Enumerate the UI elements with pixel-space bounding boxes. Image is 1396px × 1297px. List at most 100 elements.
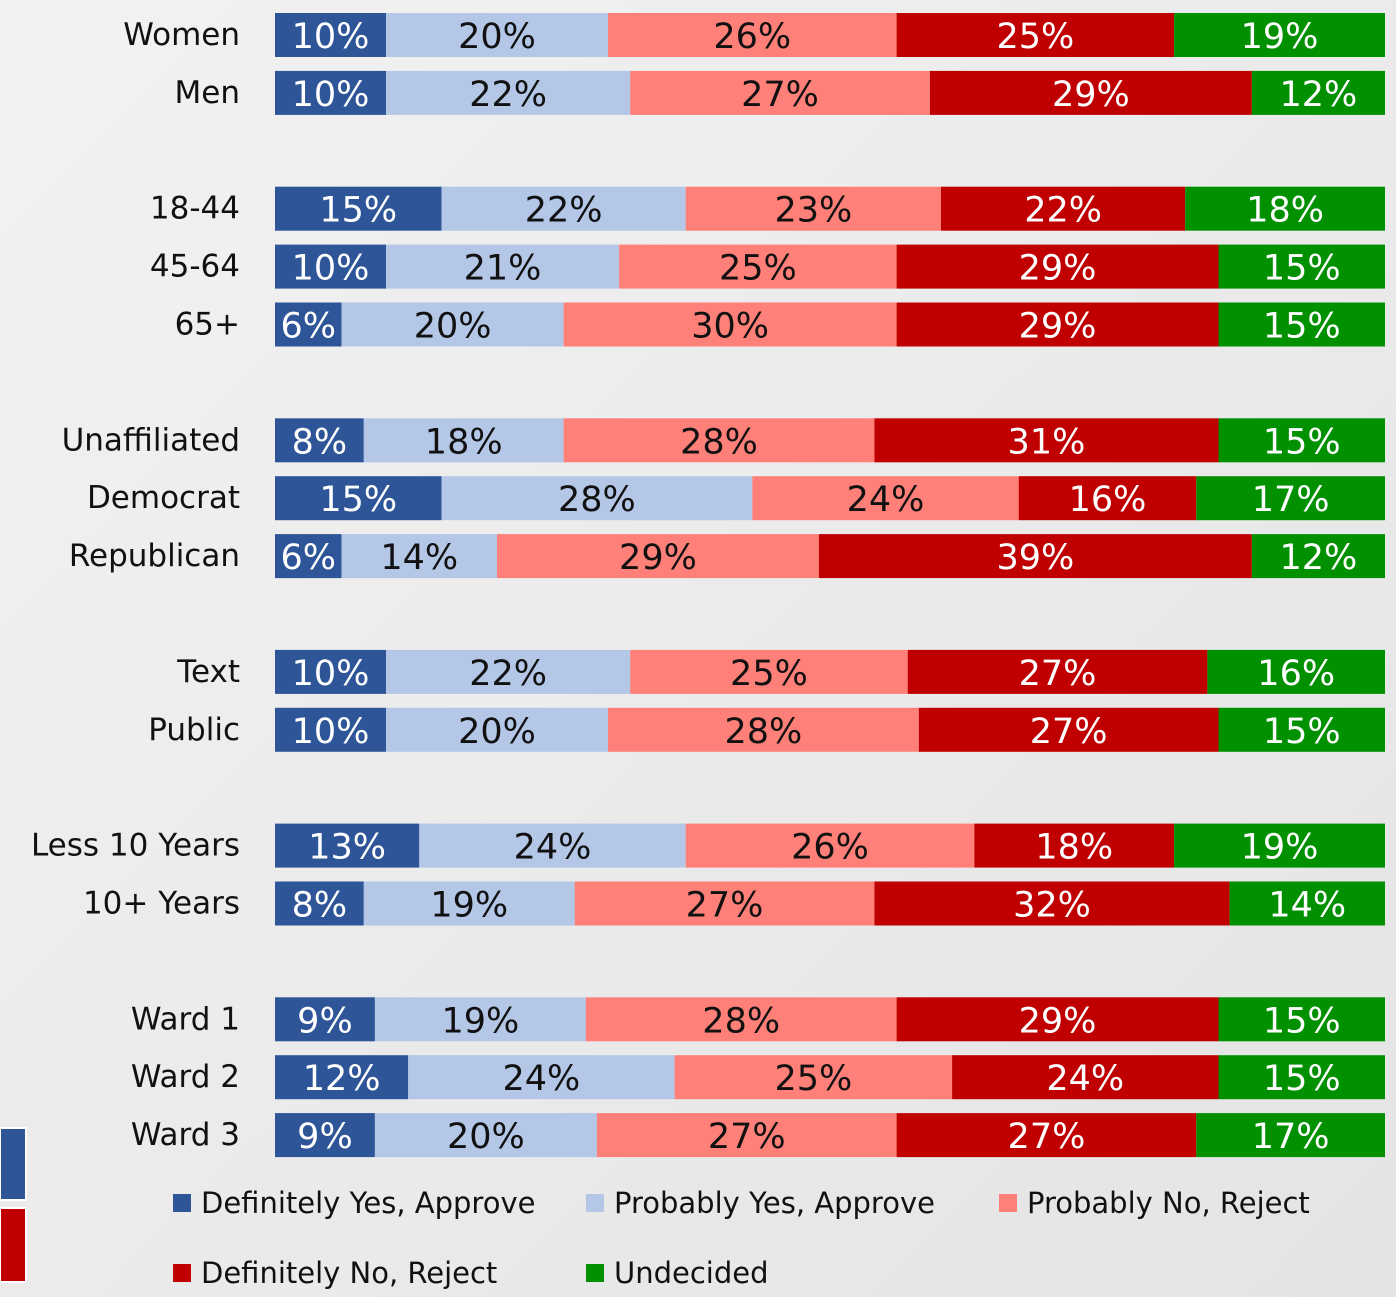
value-label: 18% bbox=[1035, 828, 1113, 868]
value-label: 27% bbox=[686, 886, 764, 926]
bar-segment bbox=[685, 823, 975, 868]
bar-segment bbox=[275, 649, 386, 694]
value-label: 28% bbox=[725, 712, 803, 752]
bar-segment bbox=[907, 649, 1208, 694]
category-label: Men bbox=[175, 75, 240, 111]
legend-label: Definitely No, Reject bbox=[201, 1256, 497, 1290]
value-label: 12% bbox=[1280, 538, 1358, 578]
value-label: 28% bbox=[702, 1001, 780, 1041]
bar-segment bbox=[1229, 881, 1385, 926]
category-label: 45-64 bbox=[150, 249, 240, 285]
value-label: 17% bbox=[1252, 480, 1330, 520]
value-label: 26% bbox=[791, 828, 869, 868]
value-label: 9% bbox=[297, 1117, 353, 1157]
value-label: 22% bbox=[469, 75, 547, 115]
value-label: 12% bbox=[1280, 75, 1358, 115]
bar-segment bbox=[1218, 997, 1385, 1042]
bar-segment bbox=[1251, 534, 1385, 579]
bar-segment bbox=[818, 534, 1252, 579]
category-label: Democrat bbox=[87, 480, 240, 516]
bar-segment bbox=[275, 70, 386, 115]
bar-segment bbox=[275, 1113, 375, 1158]
bar-segment bbox=[341, 302, 564, 347]
value-label: 17% bbox=[1252, 1117, 1330, 1157]
value-label: 19% bbox=[430, 886, 508, 926]
bar-segment bbox=[1174, 13, 1385, 57]
value-label: 29% bbox=[1019, 307, 1097, 347]
legend-label: Definitely Yes, Approve bbox=[201, 1186, 535, 1220]
bar-segment bbox=[497, 534, 819, 579]
value-label: 20% bbox=[458, 712, 536, 752]
bar-segment bbox=[275, 534, 342, 579]
value-label: 27% bbox=[741, 75, 819, 115]
value-label: 15% bbox=[1263, 1059, 1341, 1099]
bar-segment bbox=[918, 707, 1219, 752]
value-label: 6% bbox=[281, 538, 337, 578]
bar-segment bbox=[386, 649, 631, 694]
bar-segment bbox=[386, 244, 620, 289]
value-label: 24% bbox=[503, 1059, 581, 1099]
value-label: 30% bbox=[691, 307, 769, 347]
bar-segment bbox=[1185, 186, 1385, 231]
value-label: 29% bbox=[619, 538, 697, 578]
bar-segment bbox=[574, 881, 875, 926]
value-label: 28% bbox=[680, 422, 758, 462]
bar-segment bbox=[896, 1113, 1197, 1158]
bar-segment bbox=[974, 823, 1175, 868]
bar-segment bbox=[752, 476, 1019, 521]
bar-segment bbox=[419, 823, 686, 868]
bar-segment bbox=[630, 70, 930, 115]
bar-segment bbox=[941, 186, 1186, 231]
legend-swatch bbox=[586, 1194, 604, 1212]
value-label: 13% bbox=[308, 828, 386, 868]
value-label: 39% bbox=[996, 538, 1074, 578]
bar-segment bbox=[563, 418, 875, 463]
bar-segment bbox=[275, 476, 442, 521]
value-label: 24% bbox=[847, 480, 925, 520]
bar-segment bbox=[386, 70, 631, 115]
bar-segment bbox=[275, 418, 364, 463]
bar-segment bbox=[1218, 418, 1385, 463]
value-label: 32% bbox=[1013, 886, 1091, 926]
bar-segment bbox=[1196, 476, 1385, 521]
value-label: 25% bbox=[996, 17, 1074, 57]
value-label: 25% bbox=[774, 1059, 852, 1099]
bar-segment bbox=[441, 186, 686, 231]
value-label: 15% bbox=[1263, 712, 1341, 752]
value-label: 12% bbox=[303, 1059, 381, 1099]
value-label: 20% bbox=[414, 307, 492, 347]
bar-segment bbox=[1218, 1055, 1385, 1100]
value-label: 27% bbox=[708, 1117, 786, 1157]
bar-segment bbox=[952, 1055, 1219, 1100]
value-label: 16% bbox=[1069, 480, 1147, 520]
bar-segment bbox=[275, 997, 375, 1042]
value-label: 29% bbox=[1052, 75, 1130, 115]
value-label: 24% bbox=[1046, 1059, 1124, 1099]
value-label: 19% bbox=[1241, 17, 1319, 57]
value-label: 18% bbox=[1246, 191, 1324, 231]
category-label: Republican bbox=[69, 538, 240, 574]
bar-segment bbox=[275, 881, 364, 926]
bar-segment bbox=[1218, 302, 1385, 347]
bar-segment bbox=[374, 1113, 597, 1158]
bar-segment bbox=[275, 302, 342, 347]
bar-segment bbox=[1018, 476, 1197, 521]
value-label: 20% bbox=[447, 1117, 525, 1157]
decoration bbox=[0, 1127, 27, 1201]
category-label: Ward 2 bbox=[131, 1059, 240, 1095]
value-label: 27% bbox=[1030, 712, 1108, 752]
bar-segment bbox=[685, 186, 941, 231]
category-label: 18-44 bbox=[150, 191, 240, 227]
bar-segment bbox=[374, 997, 586, 1042]
bar-segment bbox=[275, 823, 420, 868]
bar-segment bbox=[1174, 823, 1385, 868]
legend-label: Undecided bbox=[614, 1256, 769, 1290]
value-label: 6% bbox=[281, 307, 337, 347]
category-label: Ward 3 bbox=[131, 1117, 240, 1153]
value-label: 16% bbox=[1257, 654, 1335, 694]
value-label: 24% bbox=[514, 828, 592, 868]
value-label: 10% bbox=[292, 654, 370, 694]
bar-segment bbox=[874, 418, 1219, 463]
bar-segment bbox=[929, 70, 1252, 115]
